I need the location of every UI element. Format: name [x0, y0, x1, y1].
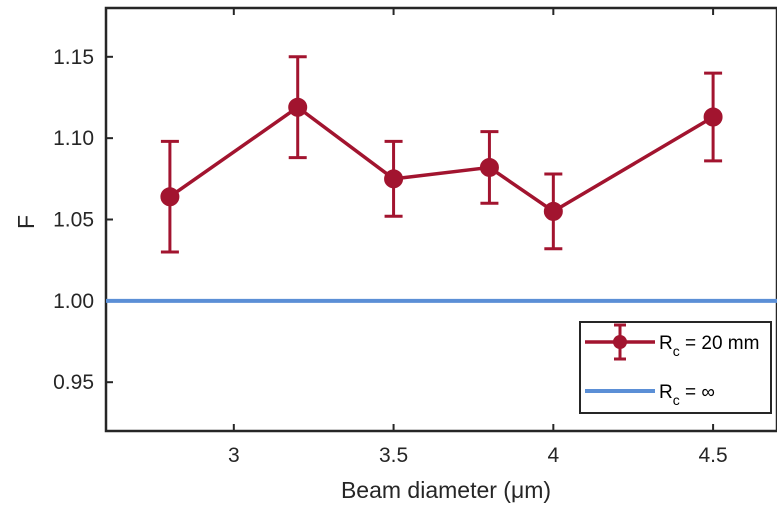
x-tick-label: 3 — [228, 444, 240, 467]
x-tick-label: 4 — [547, 444, 559, 467]
data-point — [384, 169, 404, 189]
legend-marker-swatch — [613, 335, 627, 349]
data-point — [288, 97, 308, 117]
legend-items: Rc = 20 mm Rc = ∞ — [585, 323, 759, 408]
x-axis-label: Beam diameter (μm) — [341, 477, 551, 503]
y-tick-label: 0.95 — [53, 371, 94, 394]
y-axis-label: F — [13, 215, 39, 229]
legend-box — [579, 321, 772, 414]
legend-label: Rc = ∞ — [659, 382, 715, 408]
series-layer — [106, 55, 777, 303]
x-tick-label: 4.5 — [698, 444, 727, 467]
y-tick-label: 1.05 — [53, 209, 94, 232]
data-point — [479, 157, 499, 177]
y-axis-ticks: 0.95 1.00 1.05 1.10 1.15 — [53, 46, 113, 394]
legend-label: Rc = 20 mm — [659, 333, 759, 359]
y-tick-label: 1.15 — [53, 46, 94, 69]
y-tick-label: 1.00 — [53, 290, 94, 313]
legend: Rc = 20 mm Rc = ∞ — [579, 321, 772, 414]
series-line — [168, 105, 714, 214]
data-point — [543, 201, 563, 221]
data-point — [703, 107, 723, 127]
y-tick-label: 1.10 — [53, 127, 94, 150]
data-point — [160, 187, 180, 207]
x-tick-label: 3.5 — [379, 444, 408, 467]
x-axis-ticks: 3 3.5 4 4.5 — [228, 8, 728, 467]
